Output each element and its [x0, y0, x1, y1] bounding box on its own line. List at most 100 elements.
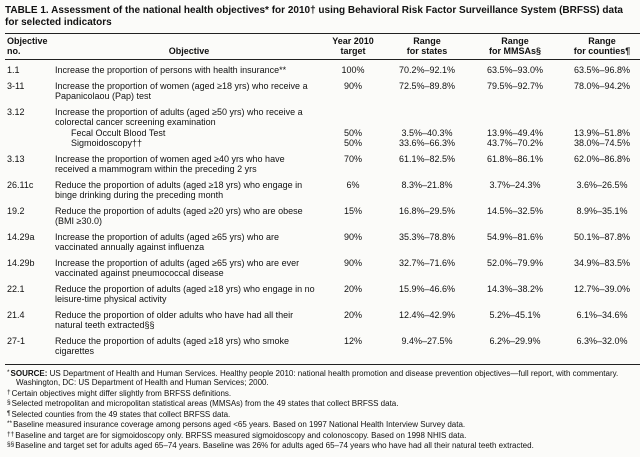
states-cell: 12.4%–42.9%	[398, 309, 456, 320]
states-cell: 33.6%–66.3%	[398, 138, 456, 148]
footnotes: *SOURCE: US Department of Health and Hum…	[5, 368, 635, 451]
table-row: 3.12 Increase the proportion of adults (a…	[5, 102, 640, 128]
mmsas-cell: 13.9%–49.4%	[486, 127, 544, 138]
states-cell: 35.3%–78.8%	[398, 231, 456, 242]
table-subrow: Sigmoidoscopy†† 50% 33.6%–66.3% 43.7%–70.2%…	[5, 138, 640, 149]
counties-cell: 3.6%–26.5%	[576, 179, 628, 190]
header-line: Objective	[168, 46, 210, 56]
counties-cell: 38.0%–74.5%	[573, 138, 631, 148]
counties-cell: 63.5%–96.8%	[573, 65, 631, 75]
target-cell: 12%	[343, 335, 362, 346]
table-title: TABLE 1. Assessment of the national heal…	[5, 5, 623, 28]
target-cell: 90%	[343, 257, 362, 268]
table-row: 1.1 Increase the proportion of persons wi…	[5, 60, 640, 76]
states-cell: 16.8%–29.5%	[398, 205, 456, 216]
table-header: Objective no. Objective Year 2010 target…	[5, 33, 640, 60]
footnote-text: Selected metropolitan and micropolitan s…	[11, 399, 399, 408]
header-line: for MMSAs§	[488, 46, 541, 56]
counties-cell: 62.0%–86.8%	[573, 153, 631, 164]
footnote-text: Certain objectives might differ slightly…	[11, 388, 232, 398]
states-cell: 61.1%–82.5%	[398, 153, 456, 164]
footnote-text: Baseline and target are for sigmoidoscop…	[15, 430, 467, 440]
counties-cell: 8.9%–35.1%	[576, 205, 628, 216]
col-header-objective-no: Objective no.	[5, 33, 55, 60]
objective-no-cell: 1.1	[7, 65, 20, 75]
footnote-marker: §§	[7, 441, 15, 448]
header-line: Range	[501, 36, 529, 46]
target-cell: 15%	[343, 205, 362, 216]
footnote: †Certain objectives might differ slightl…	[7, 388, 633, 399]
objective-no-cell: 3.12	[7, 106, 25, 117]
objective-cell: Increase the proportion of persons with …	[55, 65, 287, 75]
target-cell: 20%	[343, 283, 362, 294]
states-cell: 9.4%–27.5%	[401, 335, 453, 346]
states-cell: 72.5%–89.8%	[398, 80, 456, 91]
counties-cell: 50.1%–87.8%	[573, 231, 631, 242]
col-header-range-mmsas: Range for MMSAs§	[471, 33, 559, 60]
footnote-text: Baseline and target set for adults aged …	[15, 441, 534, 450]
mmsas-cell	[471, 102, 559, 128]
header-line: for states	[406, 46, 448, 56]
table-row: 14.29b Increase the proportion of adults …	[5, 253, 640, 279]
table-body: 1.1 Increase the proportion of persons wi…	[5, 60, 640, 365]
table-row: 3.13 Increase the proportion of women age…	[5, 149, 640, 175]
target-cell: 100%	[341, 65, 365, 75]
footnote-text: US Department of Health and Human Servic…	[16, 368, 619, 388]
target-cell: 50%	[343, 127, 362, 138]
objective-cell: Reduce the proportion of adults (aged ≥1…	[55, 283, 315, 305]
header-row: Objective no. Objective Year 2010 target…	[5, 33, 640, 60]
counties-cell: 6.3%–32.0%	[576, 335, 628, 346]
footnote: ¶Selected counties from the 49 states th…	[7, 409, 633, 420]
states-cell: 32.7%–71.6%	[398, 257, 456, 268]
target-cell: 6%	[346, 179, 360, 190]
objective-cell: Reduce the proportion of adults (aged ≥2…	[55, 205, 303, 227]
states-cell: 70.2%–92.1%	[398, 65, 456, 75]
objective-cell: Reduce the proportion of adults (aged ≥1…	[55, 335, 290, 357]
header-line: for counties¶	[573, 46, 631, 56]
table-row: 26.11c Reduce the proportion of adults (a…	[5, 175, 640, 201]
objective-no-cell: 21.4	[7, 309, 25, 320]
col-header-objective: Objective	[55, 33, 323, 60]
objective-cell: Increase the proportion of adults (aged …	[55, 257, 300, 279]
footnote-bold-prefix: SOURCE:	[10, 368, 50, 378]
footnote-marker: ††	[7, 430, 15, 438]
counties-cell	[559, 102, 640, 128]
target-cell: 70%	[343, 153, 362, 164]
mmsas-cell: 54.9%–81.6%	[486, 231, 544, 242]
mmsas-cell: 52.0%–79.9%	[486, 257, 544, 268]
objective-cell: Increase the proportion of women (aged ≥…	[55, 80, 308, 102]
objective-cell: Reduce the proportion of adults (aged ≥1…	[55, 179, 303, 201]
counties-cell: 6.1%–34.6%	[576, 309, 628, 320]
table-subrow: Fecal Occult Blood Test 50% 3.5%–40.3% 13.9…	[5, 128, 640, 139]
mmsas-cell: 14.5%–32.5%	[486, 205, 544, 216]
mmsas-cell: 63.5%–93.0%	[486, 65, 544, 75]
counties-cell: 78.0%–94.2%	[573, 80, 631, 91]
objective-no-cell: 14.29b	[7, 257, 35, 268]
footnote-marker: ¶	[7, 409, 11, 417]
header-line: Range	[588, 36, 616, 46]
target-cell	[323, 102, 383, 128]
objective-cell: Increase the proportion of adults (aged …	[55, 231, 280, 253]
footnote-text: Baseline measured insurance coverage amo…	[13, 420, 466, 429]
counties-cell: 12.7%–39.0%	[573, 283, 631, 294]
target-cell: 90%	[343, 80, 362, 91]
footnote-marker: †	[7, 388, 11, 396]
mmsas-cell: 14.3%–38.2%	[486, 283, 544, 294]
mmsas-cell: 5.2%–45.1%	[489, 309, 541, 320]
objective-no-cell: 22.1	[7, 283, 25, 294]
col-header-range-states: Range for states	[383, 33, 471, 60]
objective-cell: Increase the proportion of women aged ≥4…	[55, 153, 285, 175]
states-cell: 8.3%–21.8%	[401, 179, 453, 190]
header-line: target	[340, 46, 366, 56]
objective-no-cell: 14.29a	[7, 231, 35, 242]
table-row: 22.1 Reduce the proportion of adults (age…	[5, 279, 640, 305]
footnote: §§Baseline and target set for adults age…	[7, 440, 633, 451]
mmsas-cell: 79.5%–92.7%	[486, 80, 544, 91]
sub-objective-cell: Sigmoidoscopy††	[71, 138, 143, 148]
table-row: 14.29a Increase the proportion of adults …	[5, 227, 640, 253]
mmsas-cell: 43.7%–70.2%	[486, 138, 544, 148]
mmsas-cell: 3.7%–24.3%	[489, 179, 541, 190]
target-cell: 20%	[343, 309, 362, 320]
objective-cell: Increase the proportion of adults (aged …	[55, 106, 303, 128]
